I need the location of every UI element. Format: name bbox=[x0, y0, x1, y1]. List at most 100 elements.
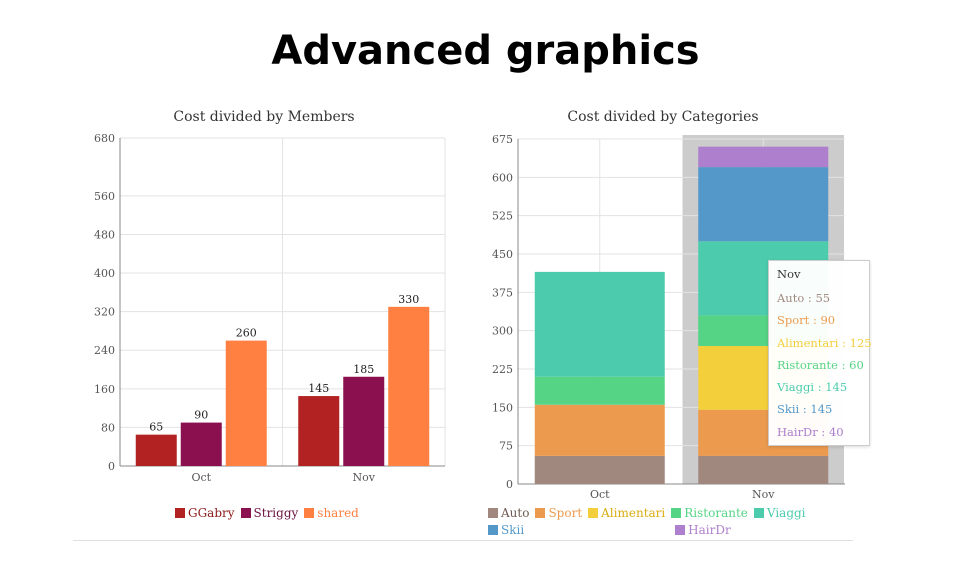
stack-viaggi bbox=[534, 271, 665, 377]
legend-label: Sport bbox=[548, 506, 583, 520]
y-tick-label: 450 bbox=[492, 248, 513, 261]
legend-item-ristorante[interactable]: Ristorante bbox=[671, 506, 748, 520]
y-tick-label: 225 bbox=[492, 363, 513, 376]
legend-label: Striggy bbox=[253, 506, 299, 520]
y-tick-label: 400 bbox=[94, 267, 115, 280]
legend-label: GGabry bbox=[188, 506, 235, 520]
tooltip-row-value: 90 bbox=[820, 313, 836, 328]
legend-swatch bbox=[304, 508, 315, 518]
tooltip-row-value: 125 bbox=[849, 335, 872, 350]
y-tick-label: 0 bbox=[108, 460, 115, 473]
tooltip-row-separator: : bbox=[817, 424, 829, 439]
tooltip-row-label: Skii bbox=[777, 402, 800, 417]
stack-auto bbox=[534, 455, 665, 484]
y-tick-label: 320 bbox=[94, 306, 115, 319]
y-tick-label: 680 bbox=[94, 132, 115, 145]
tooltip-row-label: Sport bbox=[777, 313, 810, 328]
tooltip-row-ristorante: Ristorante : 60 bbox=[777, 354, 864, 376]
legend-item-viaggi[interactable]: Viaggi bbox=[753, 506, 806, 520]
legend-item-ggabry[interactable]: GGabry bbox=[175, 506, 235, 520]
legend-label: Ristorante bbox=[684, 506, 748, 520]
tooltip-row-separator: : bbox=[804, 291, 816, 305]
legend-swatch bbox=[240, 508, 251, 518]
data-label: 65 bbox=[149, 421, 163, 434]
bar-shared bbox=[225, 340, 267, 466]
tooltip-row-label: Auto bbox=[777, 291, 805, 305]
data-label: 330 bbox=[398, 293, 419, 306]
legend-swatch bbox=[753, 508, 764, 518]
y-tick-label: 560 bbox=[94, 190, 115, 203]
y-tick-label: 75 bbox=[499, 440, 513, 453]
data-label: 90 bbox=[194, 409, 208, 422]
stack-skii bbox=[698, 167, 829, 242]
x-tick-label: Oct bbox=[590, 488, 610, 501]
tooltip-row-label: Alimentari bbox=[777, 335, 839, 350]
x-tick-label: Oct bbox=[191, 471, 211, 484]
bar-ggabry bbox=[135, 434, 177, 466]
y-tick-label: 480 bbox=[94, 228, 115, 241]
data-label: 185 bbox=[353, 363, 374, 376]
members-legend: GGabry Striggy shared bbox=[175, 506, 395, 520]
legend-item-auto[interactable]: Auto bbox=[488, 506, 529, 520]
legend-label: Skii bbox=[501, 523, 525, 537]
tooltip-row-separator: : bbox=[799, 402, 811, 417]
tooltip-row-auto: Auto : 55 bbox=[777, 287, 861, 309]
bar-striggy bbox=[343, 376, 385, 466]
legend-item-striggy[interactable]: Striggy bbox=[240, 506, 299, 520]
tooltip-row-separator: : bbox=[837, 357, 850, 372]
y-tick-label: 240 bbox=[94, 344, 115, 357]
legend-item-sport[interactable]: Sport bbox=[535, 506, 582, 520]
tooltip-row-label: Viaggi bbox=[777, 380, 815, 395]
tooltip-row-value: 40 bbox=[828, 424, 844, 439]
tooltip-row-label: HairDr bbox=[777, 424, 818, 439]
footer-divider bbox=[73, 540, 853, 541]
legend-swatch bbox=[175, 508, 185, 518]
page-title: Advanced graphics bbox=[271, 28, 700, 74]
legend-swatch bbox=[488, 508, 498, 518]
y-tick-label: 525 bbox=[492, 210, 513, 223]
tooltip-row-alimentari: Alimentari : 125 bbox=[777, 332, 872, 354]
tooltip-row-viaggi: Viaggi : 145 bbox=[777, 376, 861, 398]
x-tick-label: Nov bbox=[752, 488, 775, 501]
legend-label: Alimentari bbox=[601, 506, 666, 520]
legend-label: shared bbox=[317, 506, 359, 520]
y-tick-label: 675 bbox=[492, 133, 513, 146]
x-tick-label: Nov bbox=[353, 471, 376, 484]
members-chart: 0 80 160 240 320 400 480 560 680 Oct Nov 65 90 260 145… bbox=[94, 132, 446, 484]
tooltip-row-skii: Skii : 145 bbox=[777, 398, 861, 420]
tooltip-row-separator: : bbox=[838, 335, 850, 350]
legend-swatch bbox=[675, 525, 686, 535]
legend-swatch bbox=[488, 525, 498, 535]
legend-swatch bbox=[535, 508, 546, 518]
tooltip-row-value: 60 bbox=[849, 357, 864, 372]
legend-swatch bbox=[671, 508, 682, 518]
data-label: 260 bbox=[236, 327, 257, 340]
y-tick-label: 80 bbox=[101, 421, 115, 434]
legend-swatch bbox=[588, 508, 599, 518]
tooltip-row-hairdr: HairDr : 40 bbox=[777, 421, 861, 443]
y-tick-label: 300 bbox=[492, 325, 513, 338]
data-label: 145 bbox=[308, 382, 329, 395]
tooltip-row-value: 55 bbox=[815, 291, 831, 305]
legend-item-shared[interactable]: shared bbox=[304, 506, 359, 520]
tooltip-row-label: Ristorante bbox=[777, 357, 838, 372]
legend-item-hairdr[interactable]: HairDr bbox=[675, 523, 731, 537]
legend-label: HairDr bbox=[688, 523, 731, 537]
stack-auto bbox=[698, 455, 829, 484]
stack-hairdr bbox=[698, 146, 829, 168]
legend-label: Viaggi bbox=[766, 506, 806, 520]
tooltip-row-value: 145 bbox=[825, 380, 848, 395]
stack-ristorante bbox=[534, 376, 665, 405]
tooltip-row-sport: Sport : 90 bbox=[777, 309, 861, 331]
legend-item-skii[interactable]: Skii bbox=[488, 523, 524, 537]
y-tick-label: 150 bbox=[492, 401, 513, 414]
categories-legend: Auto Sport Alimentari Ristorante Viaggi Skii H… bbox=[488, 506, 848, 537]
legend-item-alimentari[interactable]: Alimentari bbox=[588, 506, 665, 520]
y-tick-label: 375 bbox=[492, 286, 513, 299]
tooltip-row-separator: : bbox=[814, 380, 826, 395]
tooltip-title: Nov bbox=[777, 267, 801, 281]
bar-shared bbox=[388, 306, 430, 466]
tooltip-row-value: 145 bbox=[810, 402, 833, 417]
nov-tooltip: Nov Auto : 55 Sport : 90 Alimentari : 125 R… bbox=[768, 260, 872, 446]
bar-ggabry bbox=[298, 396, 340, 466]
